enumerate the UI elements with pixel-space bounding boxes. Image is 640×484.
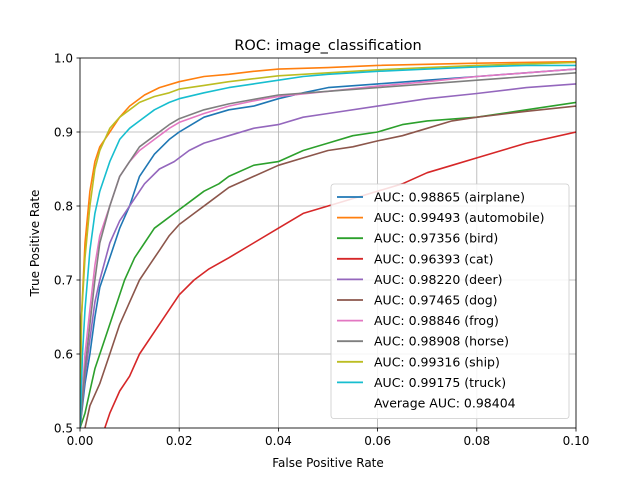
x-tick-label: 0.04 <box>265 434 292 448</box>
x-axis-label: False Positive Rate <box>272 456 384 470</box>
legend-label-6: AUC: 0.98846 (frog) <box>374 313 499 328</box>
x-tick-label: 0.06 <box>364 434 391 448</box>
y-tick-label: 1.0 <box>54 52 73 66</box>
y-tick-label: 0.7 <box>54 274 73 288</box>
series-line-8 <box>80 61 576 428</box>
y-tick-label: 0.9 <box>54 126 73 140</box>
legend-label-2: AUC: 0.97356 (bird) <box>374 231 498 246</box>
x-tick-label: 0.02 <box>166 434 193 448</box>
series-line-3 <box>104 131 576 428</box>
legend-label-3: AUC: 0.96393 (cat) <box>374 251 493 266</box>
legend-label-8: AUC: 0.99316 (ship) <box>374 354 500 369</box>
series-line-5 <box>84 105 576 428</box>
series-line-9 <box>80 64 576 428</box>
y-tick-label: 0.5 <box>54 422 73 436</box>
legend-label-9: AUC: 0.99175 (truck) <box>374 375 506 390</box>
series-line-4 <box>80 83 576 428</box>
y-tick-label: 0.6 <box>54 348 73 362</box>
y-axis-label: True Positive Rate <box>28 190 42 298</box>
x-tick-label: 0.10 <box>563 434 590 448</box>
x-tick-label: 0.08 <box>463 434 490 448</box>
series-line-0 <box>80 68 576 428</box>
chart-title: ROC: image_classification <box>234 38 421 54</box>
y-tick-label: 0.8 <box>54 200 73 214</box>
series-line-6 <box>80 68 576 428</box>
legend-box <box>330 183 570 420</box>
legend-label-0: AUC: 0.98865 (airplane) <box>374 190 525 205</box>
series-line-1 <box>80 60 576 428</box>
series-lines <box>80 60 576 428</box>
series-line-7 <box>80 72 576 428</box>
x-tick-label: 0.00 <box>67 434 94 448</box>
legend-label-7: AUC: 0.98908 (horse) <box>374 334 509 349</box>
legend-label-5: AUC: 0.97465 (dog) <box>374 293 498 308</box>
legend-average-auc: Average AUC: 0.98404 <box>374 396 516 411</box>
legend-label-4: AUC: 0.98220 (deer) <box>374 272 503 287</box>
plot-frame <box>79 57 577 429</box>
axis-ticks: 0.00 0.02 0.04 0.06 0.08 0.10 0.5 0.6 0.7 0.8 0.9 1… <box>54 52 589 449</box>
legend-label-1: AUC: 0.99493 (automobile) <box>374 210 545 225</box>
series-line-2 <box>80 101 576 428</box>
legend: AUC: 0.98865 (airplane) AUC: 0.99493 (aut… <box>330 183 570 420</box>
